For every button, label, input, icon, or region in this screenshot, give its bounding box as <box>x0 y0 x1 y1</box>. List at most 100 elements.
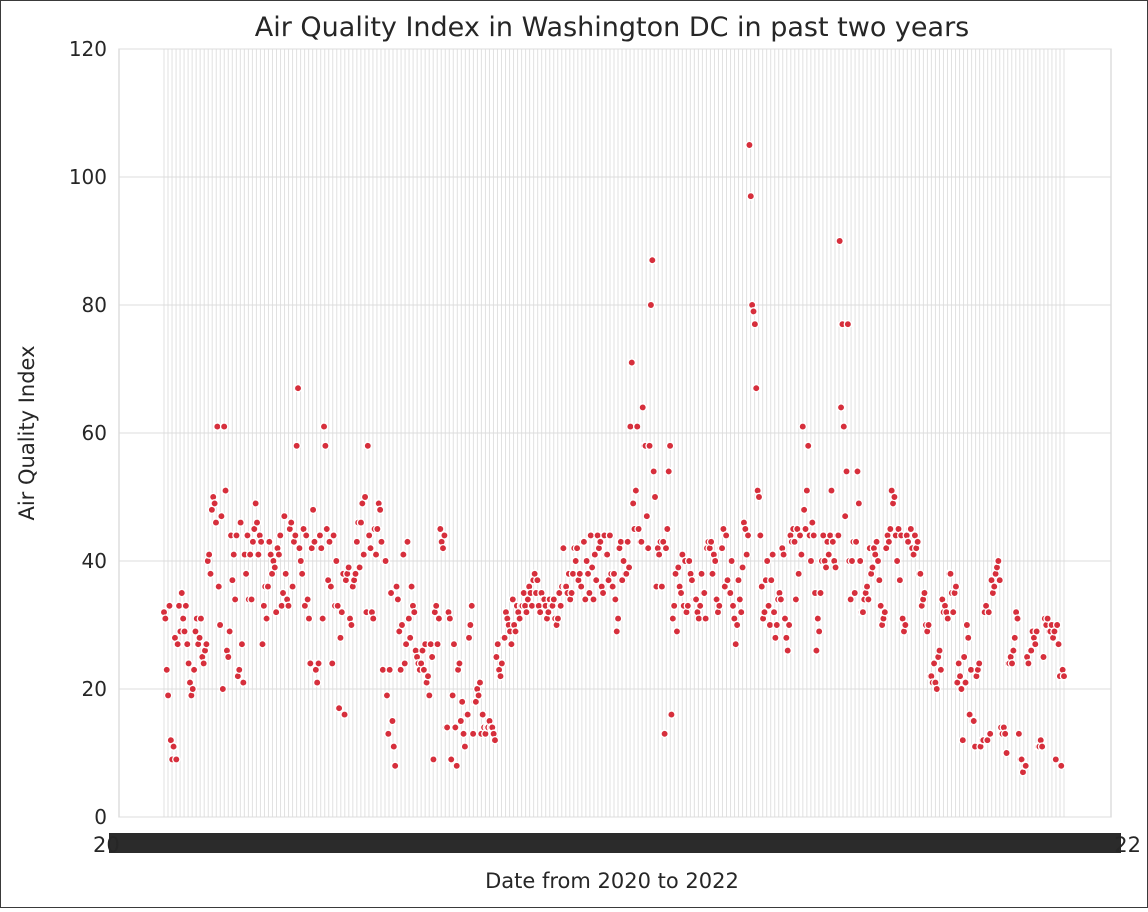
data-point <box>333 601 342 611</box>
data-point <box>669 601 679 611</box>
y-tick-label: 120 <box>69 37 107 61</box>
data-point <box>735 595 745 604</box>
data-point <box>1032 627 1041 636</box>
data-point <box>596 537 605 547</box>
data-point <box>162 665 171 675</box>
data-point <box>816 588 825 598</box>
data-point <box>683 601 693 611</box>
data-point <box>277 601 286 611</box>
data-point <box>500 633 509 643</box>
data-point <box>474 691 483 700</box>
data-point <box>813 614 823 623</box>
data-point <box>757 582 766 591</box>
data-point <box>643 543 653 553</box>
data-point <box>948 607 958 617</box>
data-point <box>191 627 200 636</box>
data-point <box>434 614 444 623</box>
data-point <box>1014 729 1024 739</box>
data-point <box>631 486 641 495</box>
data-point <box>337 607 347 617</box>
data-point <box>315 531 325 540</box>
data-point <box>717 543 727 553</box>
data-point <box>582 556 591 566</box>
data-point <box>426 639 435 649</box>
data-point <box>876 601 885 611</box>
data-point <box>410 607 419 617</box>
data-point <box>180 627 189 636</box>
data-point <box>317 543 326 553</box>
data-point <box>784 620 794 630</box>
data-point <box>452 761 461 771</box>
data-point <box>466 620 475 630</box>
data-point <box>721 531 731 540</box>
data-point <box>364 531 374 540</box>
data-point <box>248 537 258 547</box>
data-point <box>995 575 1004 585</box>
data-point <box>798 422 808 431</box>
data-point <box>392 582 401 591</box>
data-point <box>213 422 222 431</box>
data-point <box>695 601 705 611</box>
data-point <box>515 614 524 623</box>
data-point <box>746 191 756 201</box>
data-point <box>322 524 332 534</box>
data-point <box>589 595 598 604</box>
data-point <box>676 588 686 598</box>
data-point <box>850 588 859 598</box>
data-point <box>797 550 806 559</box>
data-point <box>611 595 620 604</box>
data-point <box>834 531 843 540</box>
y-tick-label: 40 <box>82 549 107 573</box>
chart-title: Air Quality Index in Washington DC in pa… <box>255 12 970 43</box>
data-point <box>496 671 505 681</box>
data-point <box>624 563 634 572</box>
data-point <box>436 524 445 534</box>
data-point <box>332 556 341 566</box>
data-point <box>256 537 266 547</box>
data-point <box>204 550 214 559</box>
data-point <box>654 550 664 559</box>
data-point <box>173 639 182 649</box>
data-point <box>419 665 429 675</box>
data-point <box>790 537 799 547</box>
data-point <box>559 543 568 553</box>
data-point <box>586 531 596 540</box>
data-point <box>868 563 877 572</box>
data-point <box>828 537 838 547</box>
data-point <box>1010 633 1020 643</box>
data-point <box>1054 639 1063 649</box>
data-point <box>188 684 197 694</box>
data-point <box>831 563 840 572</box>
data-point <box>873 556 883 566</box>
data-point <box>989 582 999 591</box>
data-point <box>964 633 973 643</box>
data-point <box>1024 659 1033 668</box>
data-point <box>403 537 412 547</box>
data-point <box>851 537 861 547</box>
data-point <box>701 614 710 623</box>
data-point <box>808 518 817 527</box>
data-point <box>236 518 245 527</box>
data-point <box>245 550 255 559</box>
data-point <box>961 678 970 687</box>
x-tick-label-band <box>109 833 1121 853</box>
data-point <box>657 582 667 591</box>
data-point <box>396 665 405 675</box>
data-point <box>296 556 306 566</box>
data-point <box>799 505 809 515</box>
data-point <box>957 684 966 694</box>
data-point <box>731 639 740 649</box>
data-point <box>224 652 233 662</box>
data-point <box>214 582 223 591</box>
data-point <box>274 550 284 559</box>
data-point <box>1021 761 1030 771</box>
data-point <box>954 659 963 668</box>
data-point <box>824 550 833 559</box>
data-point <box>583 569 593 579</box>
y-axis-label: Air Quality Index <box>15 345 39 520</box>
data-point <box>936 665 946 675</box>
data-point <box>623 537 632 547</box>
data-point <box>880 607 890 617</box>
